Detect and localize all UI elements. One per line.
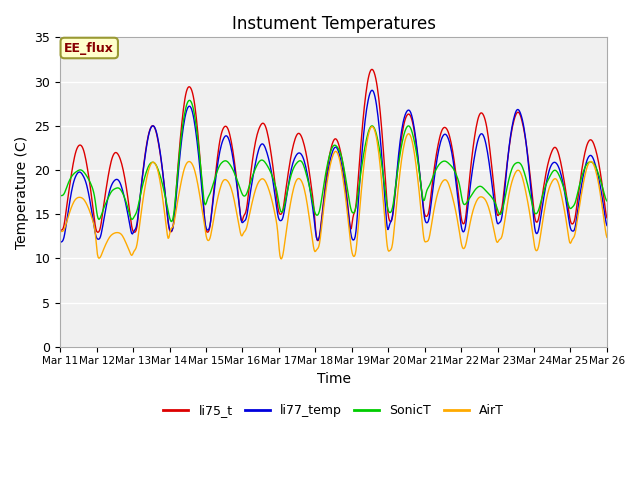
Y-axis label: Temperature (C): Temperature (C): [15, 135, 29, 249]
AirT: [368, 124, 376, 130]
li77_temp: [122, 204, 130, 209]
li77_temp: [56, 239, 64, 245]
SonicT: [209, 184, 216, 190]
SonicT: [417, 186, 425, 192]
li75_t: [603, 215, 611, 221]
li75_t: [417, 186, 425, 192]
SonicT: [56, 192, 64, 198]
AirT: [278, 256, 285, 262]
AirT: [417, 212, 425, 217]
li75_t: [66, 180, 74, 186]
li75_t: [56, 228, 64, 233]
li77_temp: [178, 135, 186, 141]
li77_temp: [417, 179, 424, 185]
li75_t: [207, 217, 214, 223]
Line: li75_t: li75_t: [60, 69, 607, 240]
li77_temp: [368, 87, 376, 93]
Legend: li75_t, li77_temp, SonicT, AirT: li75_t, li77_temp, SonicT, AirT: [159, 399, 509, 422]
SonicT: [401, 127, 409, 133]
AirT: [122, 241, 130, 247]
li75_t: [401, 116, 409, 121]
Line: AirT: AirT: [60, 127, 607, 259]
li75_t: [178, 120, 186, 126]
AirT: [178, 176, 186, 182]
AirT: [603, 235, 611, 240]
SonicT: [122, 200, 130, 206]
Line: SonicT: SonicT: [60, 100, 607, 222]
li77_temp: [66, 197, 74, 203]
li75_t: [122, 184, 130, 190]
Text: EE_flux: EE_flux: [64, 41, 114, 55]
SonicT: [603, 198, 611, 204]
li75_t: [314, 238, 322, 243]
AirT: [56, 228, 64, 234]
SonicT: [179, 123, 186, 129]
AirT: [207, 232, 214, 238]
li77_temp: [401, 114, 408, 120]
SonicT: [167, 219, 175, 225]
AirT: [66, 208, 74, 214]
li75_t: [368, 66, 376, 72]
li77_temp: [603, 223, 611, 228]
X-axis label: Time: Time: [317, 372, 351, 386]
Title: Instument Temperatures: Instument Temperatures: [232, 15, 436, 33]
AirT: [401, 136, 409, 142]
SonicT: [186, 97, 193, 103]
SonicT: [66, 176, 74, 182]
Line: li77_temp: li77_temp: [60, 90, 607, 242]
li77_temp: [207, 218, 214, 224]
